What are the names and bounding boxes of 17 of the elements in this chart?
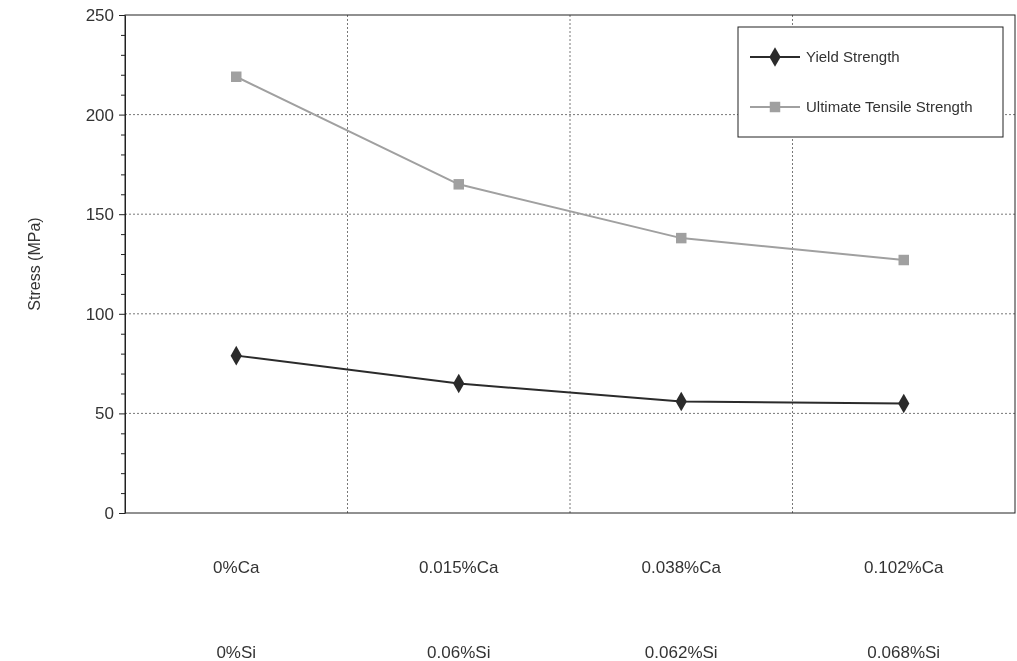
point xyxy=(676,232,687,244)
y-tick-label: 200 xyxy=(85,105,114,125)
y-tick-label: 250 xyxy=(85,5,114,25)
y-tick-label: 0 xyxy=(104,503,114,523)
point xyxy=(898,254,909,266)
legend-label: Ultimate Tensile Strength xyxy=(806,98,973,115)
point xyxy=(453,179,464,190)
y-tick-label: 150 xyxy=(85,205,114,225)
category-label: 0%Ca 0%Si xyxy=(213,558,260,661)
legend-label: Yield Strength xyxy=(806,48,900,65)
category-label: 0.102%Ca 0.068%Si xyxy=(864,558,944,661)
y-tick-label: 100 xyxy=(85,304,114,324)
category-label: 0.015%Ca 0.06%Si xyxy=(419,558,499,661)
y-tick-label: 50 xyxy=(95,404,114,424)
category-label: 0.038%Ca 0.062%Si xyxy=(641,558,721,661)
point xyxy=(231,71,242,82)
y-axis-title: Stress (MPa) xyxy=(26,217,43,311)
